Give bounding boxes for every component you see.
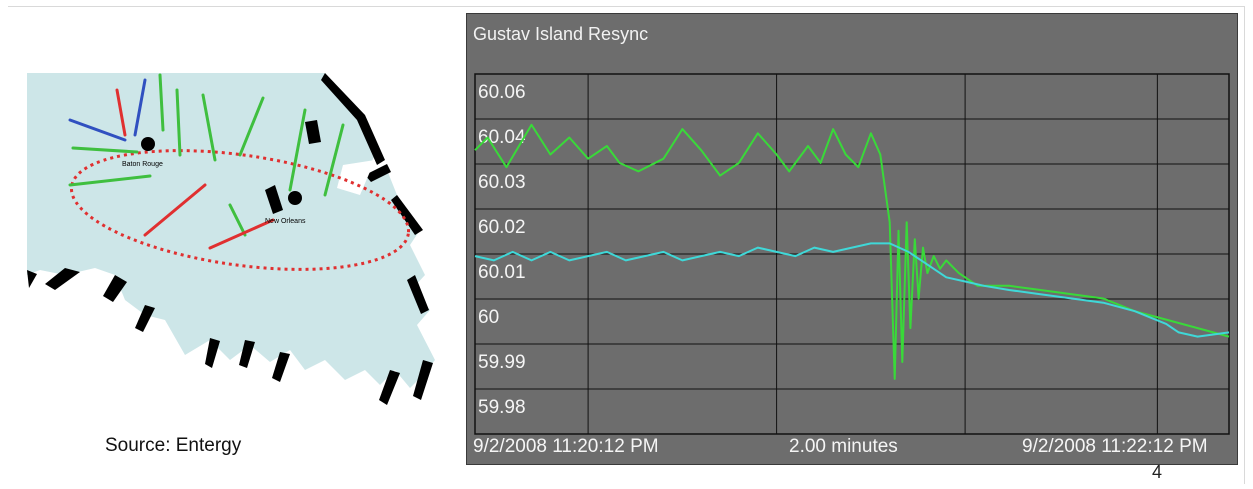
chart-panel: 60.06 60.04 60.03 60.02 60.01 60 59.99 59.98 Gu… — [466, 13, 1238, 465]
coastline-shadows — [27, 73, 433, 405]
y-tick-label: 60.06 — [478, 82, 526, 103]
y-tick-label: 59.98 — [478, 397, 526, 418]
city-dot-new-orleans — [288, 191, 302, 205]
x-start-label: 9/2/2008 11:20:12 PM — [473, 436, 659, 457]
slide-border — [8, 6, 1245, 484]
y-tick-label: 59.99 — [478, 352, 526, 373]
map-land — [27, 73, 435, 388]
power-grid-map: Baton Rouge New Orleans — [27, 73, 435, 405]
y-tick-label: 60 — [478, 307, 499, 328]
city-label-baton-rouge: Baton Rouge — [122, 161, 163, 168]
x-span-label: 2.00 minutes — [789, 436, 898, 457]
series-line-1 — [474, 242, 1230, 338]
transmission-lines — [68, 73, 345, 250]
island-boundary — [69, 149, 411, 271]
x-end-label: 9/2/2008 11:22:12 PM — [1022, 436, 1208, 457]
source-caption: Source: Entergy — [105, 435, 242, 456]
map-lake — [337, 160, 375, 195]
page-number: 4 — [1152, 462, 1163, 482]
city-dot-baton-rouge — [141, 137, 155, 151]
y-tick-label: 60.03 — [478, 172, 526, 193]
chart-title: Gustav Island Resync — [473, 24, 649, 44]
y-tick-label: 60.01 — [478, 262, 526, 283]
city-label-new-orleans: New Orleans — [265, 218, 306, 225]
y-tick-label: 60.02 — [478, 217, 526, 238]
